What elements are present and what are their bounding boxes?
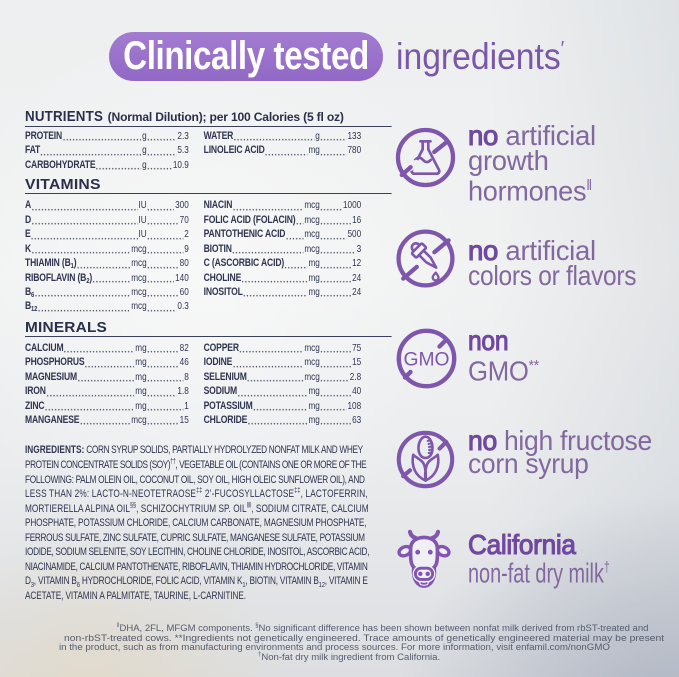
svg-text:GMO: GMO (404, 349, 450, 370)
